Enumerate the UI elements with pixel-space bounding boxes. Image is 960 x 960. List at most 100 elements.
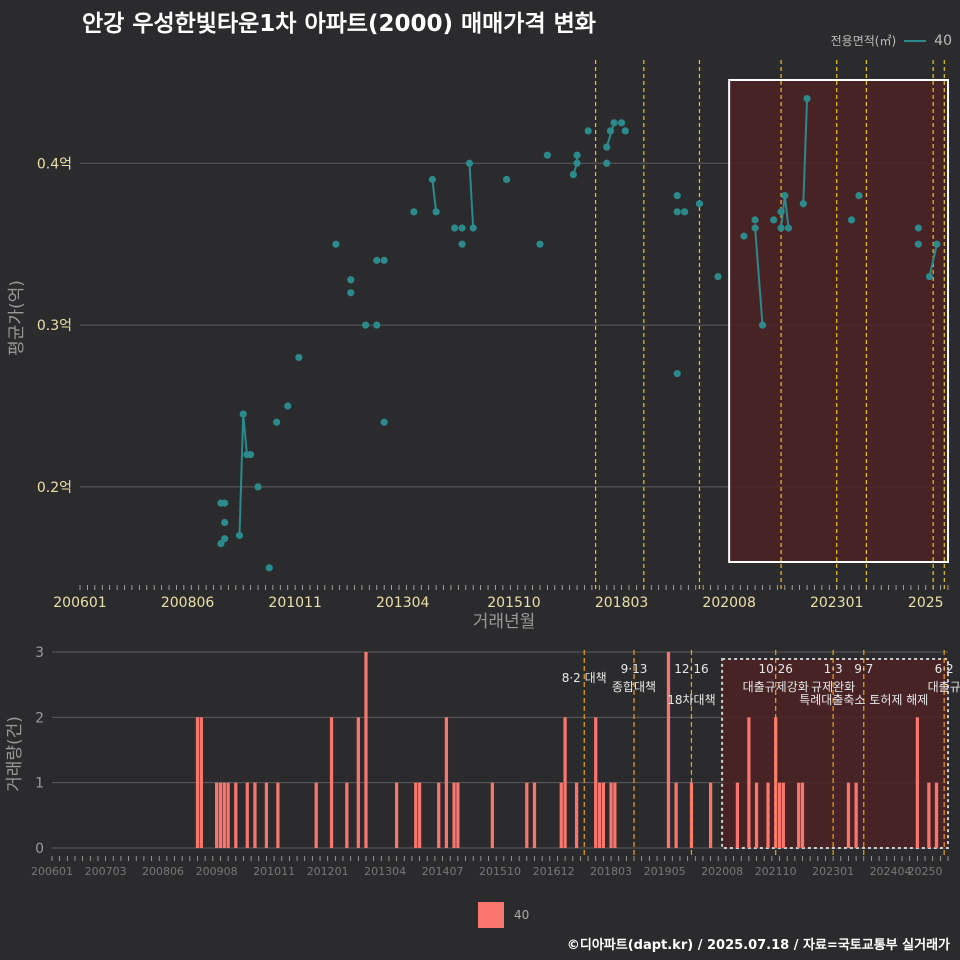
data-point: [573, 151, 581, 159]
policy-name-label: 종합대책: [612, 679, 656, 694]
data-point: [373, 321, 381, 329]
volume-bar: [601, 782, 606, 848]
policy-name-label: 8·2 대책: [562, 670, 607, 685]
volume-bar: [218, 782, 223, 848]
bar-legend: 40: [478, 902, 529, 928]
data-point: [603, 143, 611, 151]
data-point: [380, 418, 388, 426]
x-tick-label: 2025: [908, 595, 944, 611]
volume-bar: [199, 717, 203, 848]
data-point: [380, 256, 388, 264]
bar-legend-label: 40: [514, 908, 530, 922]
bar-x-tick-label: 202110: [755, 865, 797, 878]
chart-title: 안강 우성한빛타운1차 아파트(2000) 매매가격 변화: [82, 11, 596, 37]
series-line-segment: [754, 227, 764, 326]
data-point: [272, 418, 281, 426]
bar-x-tick-label: 201201: [307, 865, 349, 878]
data-point: [362, 321, 370, 329]
data-point: [617, 119, 626, 127]
data-point: [695, 200, 704, 208]
x-tick-label: 201011: [268, 595, 321, 611]
volume-bar: [444, 717, 449, 848]
bar-y-axis-label: 거래량(건): [5, 716, 25, 792]
volume-bar: [594, 717, 598, 848]
volume-bar: [222, 782, 226, 848]
data-point: [373, 256, 381, 264]
bar-x-tick-label: 201304: [364, 865, 406, 878]
data-point: [432, 208, 440, 216]
volume-bar: [245, 782, 249, 848]
volume-bar: [854, 782, 858, 848]
policy-date-label: 12·16: [674, 662, 708, 676]
volume-bar: [927, 782, 931, 848]
data-point: [925, 272, 934, 281]
policy-name-label: 대출규제강화: [743, 680, 809, 694]
volume-bar: [417, 782, 422, 848]
bar-x-tick-label: 201011: [253, 865, 295, 878]
volume-bar: [613, 782, 617, 848]
y-tick-label: 0.4억: [37, 156, 72, 172]
x-tick-label: 200806: [161, 595, 215, 611]
data-point: [569, 171, 577, 179]
volume-bar: [777, 782, 782, 848]
series-line-segment: [238, 413, 248, 536]
policy-date-label: 10·26: [759, 662, 793, 676]
bar-x-tick-label: 20250: [908, 865, 943, 878]
x-axis-label: 거래년월: [473, 612, 536, 632]
volume-bar: [754, 782, 759, 848]
series-legend: 전용면적(㎡) 40: [831, 32, 952, 49]
bar-y-tick-label: 3: [35, 645, 44, 661]
data-point: [914, 240, 922, 248]
data-point: [855, 192, 863, 200]
data-point: [758, 321, 767, 329]
data-point: [673, 192, 681, 200]
bar-x-tick-label: 200806: [142, 865, 184, 878]
x-tick-label: 201510: [487, 595, 540, 611]
bar-legend-swatch: [478, 902, 504, 928]
bar-x-tick-label: 201510: [479, 865, 521, 878]
data-point: [469, 224, 477, 232]
bar-x-tick-label: 201407: [422, 865, 464, 878]
bar-y-tick-label: 1: [35, 776, 44, 792]
data-point: [254, 483, 262, 491]
data-point: [681, 208, 689, 216]
data-point: [347, 276, 355, 284]
volume-bar: [525, 782, 529, 848]
volume-bar: [915, 717, 919, 848]
policy-name-label: 규제완화: [811, 680, 855, 694]
data-point: [673, 370, 681, 378]
data-point: [458, 240, 466, 248]
volume-bar: [437, 782, 441, 848]
bar-highlight-region: [721, 658, 949, 849]
bar-x-tick-label: 200908: [196, 865, 238, 878]
data-point: [295, 353, 303, 362]
y-axis-label: 평균가(억): [7, 280, 27, 356]
volume-bar: [452, 782, 456, 848]
policy-name-label: 대출규: [928, 680, 960, 694]
volume-bar: [253, 782, 257, 848]
volume-bar: [597, 782, 602, 848]
data-point: [784, 224, 793, 232]
data-point: [247, 450, 255, 459]
bar-y-tick-label: 0: [35, 841, 44, 857]
data-point: [770, 216, 778, 224]
x-tick-label: 202008: [702, 595, 755, 611]
bar-x-tick-label: 202301: [812, 865, 854, 878]
x-tick-label: 201304: [376, 595, 430, 611]
highlight-region: [728, 79, 950, 563]
volume-bar: [797, 782, 801, 848]
data-point: [332, 240, 340, 248]
data-point: [217, 539, 225, 548]
volume-bar: [800, 782, 805, 848]
data-point: [610, 119, 618, 127]
data-point: [803, 94, 811, 103]
y-tick-label: 0.2억: [37, 480, 72, 496]
data-point: [714, 272, 722, 281]
data-point: [265, 564, 273, 572]
x-tick-label: 201803: [595, 595, 648, 611]
series-line-segment: [928, 243, 938, 277]
series-line-segment: [431, 179, 438, 212]
data-point: [543, 151, 551, 159]
volume-bar: [934, 782, 939, 848]
data-point: [221, 518, 229, 527]
